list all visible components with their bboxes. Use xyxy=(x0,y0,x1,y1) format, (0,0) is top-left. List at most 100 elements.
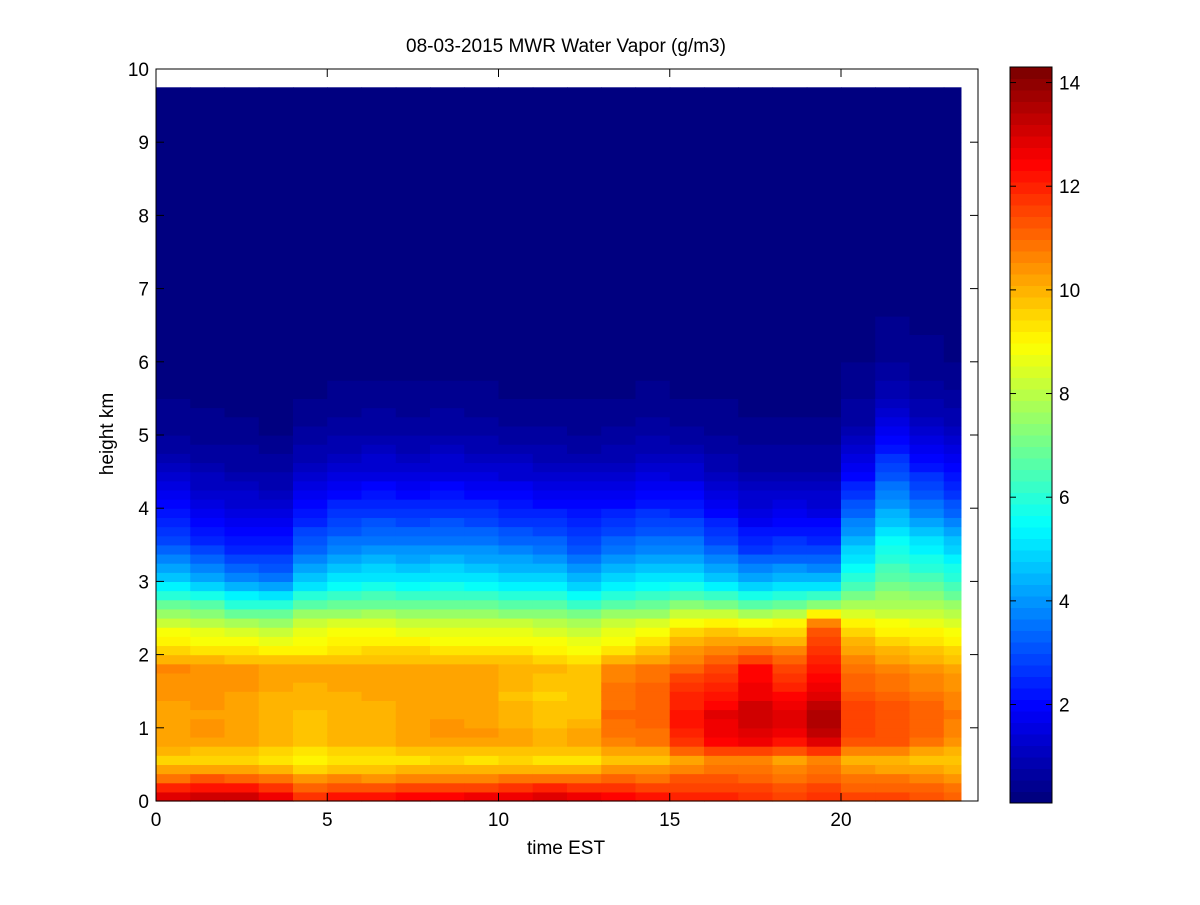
heatmap-cell xyxy=(293,187,328,198)
heatmap-cell xyxy=(532,682,568,692)
heatmap-cell xyxy=(224,453,260,464)
heatmap-cell xyxy=(943,444,962,454)
heatmap-cell xyxy=(464,389,500,399)
heatmap-cell xyxy=(704,590,739,601)
heatmap-cell xyxy=(258,288,294,299)
heatmap-cell xyxy=(567,526,602,537)
heatmap-cell xyxy=(430,105,465,116)
heatmap-cell xyxy=(669,489,705,500)
heatmap-cell xyxy=(190,480,226,491)
heatmap-cell xyxy=(498,215,534,226)
heatmap-cell xyxy=(430,682,465,692)
heatmap-cell xyxy=(806,471,842,482)
heatmap-cell xyxy=(224,709,260,720)
heatmap-cell xyxy=(361,407,397,418)
colorbar-band xyxy=(1010,136,1052,148)
heatmap-cell xyxy=(943,462,962,473)
heatmap-cell xyxy=(464,133,500,143)
heatmap-cell xyxy=(532,508,568,518)
heatmap-cell xyxy=(224,224,260,235)
heatmap-cell xyxy=(567,435,602,445)
heatmap-cell xyxy=(464,544,500,555)
heatmap-cell xyxy=(704,133,739,143)
heatmap-cell xyxy=(293,572,328,582)
heatmap-cell xyxy=(156,654,191,665)
heatmap-cell xyxy=(567,206,602,216)
heatmap-cell xyxy=(738,370,774,381)
heatmap-cell xyxy=(224,187,260,198)
heatmap-cell xyxy=(909,270,945,281)
heatmap-cell xyxy=(361,389,397,399)
heatmap-cell xyxy=(806,755,842,765)
heatmap-cell xyxy=(532,133,568,143)
heatmap-cell xyxy=(224,508,260,518)
colorbar-band xyxy=(1010,400,1052,413)
heatmap-cell xyxy=(806,352,842,363)
heatmap-cell xyxy=(224,398,260,409)
heatmap-cell xyxy=(635,389,671,399)
heatmap-cell xyxy=(601,755,637,765)
heatmap-cell xyxy=(532,187,568,198)
heatmap-cell xyxy=(430,471,465,482)
heatmap-cell xyxy=(567,709,602,720)
heatmap-cell xyxy=(738,489,774,500)
heatmap-cell xyxy=(258,599,294,610)
heatmap-cell xyxy=(909,764,945,775)
heatmap-cell xyxy=(498,151,534,162)
heatmap-cell xyxy=(327,608,363,619)
heatmap-cell xyxy=(327,755,363,765)
heatmap-cell xyxy=(464,279,500,290)
heatmap-cell xyxy=(464,608,500,619)
heatmap-cell xyxy=(738,380,774,390)
heatmap-cell xyxy=(156,233,191,244)
heatmap-cell xyxy=(293,105,328,116)
heatmap-cell xyxy=(909,288,945,299)
heatmap-cell xyxy=(430,215,465,226)
heatmap-cell xyxy=(293,389,328,399)
heatmap-cell xyxy=(361,380,397,390)
heatmap-cell xyxy=(567,572,602,582)
heatmap-cell xyxy=(327,325,363,335)
heatmap-cell xyxy=(806,691,842,701)
heatmap-cell xyxy=(738,627,774,637)
heatmap-cell xyxy=(704,361,739,372)
heatmap-cell xyxy=(532,316,568,326)
heatmap-cell xyxy=(327,672,363,683)
heatmap-cell xyxy=(224,380,260,390)
heatmap-cell xyxy=(601,380,637,390)
heatmap-cell xyxy=(772,563,808,573)
colorbar-band xyxy=(1010,228,1052,240)
heatmap-cell xyxy=(293,306,328,317)
heatmap-cell xyxy=(327,435,363,445)
heatmap-cell xyxy=(224,535,260,546)
heatmap-cell xyxy=(635,581,671,592)
colorbar-band xyxy=(1010,170,1052,183)
heatmap-cell xyxy=(704,197,739,207)
heatmap-cell xyxy=(430,334,465,345)
heatmap-cell xyxy=(498,581,534,592)
heatmap-cell xyxy=(464,636,500,647)
heatmap-cell xyxy=(361,709,397,720)
heatmap-cell xyxy=(601,407,637,418)
heatmap-cell xyxy=(875,700,911,711)
heatmap-cell xyxy=(806,133,842,143)
heatmap-cell xyxy=(156,425,191,436)
heatmap-cell xyxy=(464,499,500,509)
colorbar-band xyxy=(1010,216,1052,229)
heatmap-cell xyxy=(258,682,294,692)
heatmap-cell xyxy=(156,553,191,564)
heatmap-cell xyxy=(498,691,534,701)
heatmap-cell xyxy=(704,517,739,528)
heatmap-cell xyxy=(875,581,911,592)
heatmap-cell xyxy=(293,261,328,271)
heatmap-cell xyxy=(498,169,534,180)
heatmap-cell xyxy=(361,682,397,692)
heatmap-cell xyxy=(361,645,397,656)
heatmap-cell xyxy=(532,590,568,601)
heatmap-cell xyxy=(361,691,397,701)
heatmap-cell xyxy=(841,727,876,738)
heatmap-cell xyxy=(772,361,808,372)
heatmap-cell xyxy=(498,654,534,665)
heatmap-cell xyxy=(498,178,534,189)
heatmap-cell xyxy=(669,416,705,427)
